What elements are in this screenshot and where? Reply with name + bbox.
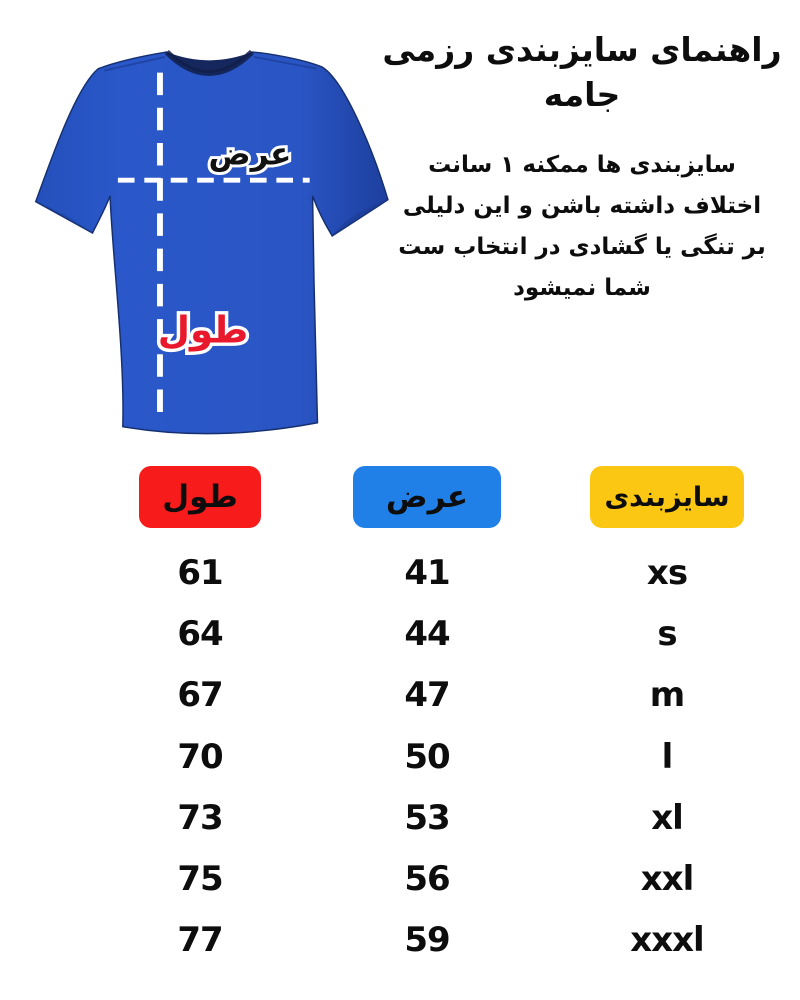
length-value: 67	[177, 675, 223, 716]
length-value: 75	[177, 859, 223, 900]
length-label: طول	[158, 308, 249, 352]
length-column: طول 61 64 67 70 73 75 77	[120, 466, 280, 971]
collar-band	[164, 49, 254, 76]
width-label: عرض	[209, 137, 292, 173]
tshirt-graphic: عرض طول	[34, 49, 389, 435]
width-column-header: عرض	[353, 466, 501, 528]
length-value: 70	[177, 736, 223, 777]
size-value: xxxl	[630, 920, 704, 961]
subtitle-line-1: سایزبندی ها ممکنه ۱ سانت	[428, 152, 736, 179]
page-title: راهنمای سایزبندی رزمی جامه	[382, 30, 782, 114]
width-value: 41	[404, 552, 450, 593]
width-column: عرض 41 44 47 50 53 56 59	[347, 466, 507, 971]
width-value: 56	[404, 859, 450, 900]
size-value: l	[661, 736, 674, 777]
size-value: s	[657, 613, 677, 654]
width-value: 47	[404, 675, 450, 716]
size-value: xs	[646, 552, 688, 593]
size-column: سایزبندی xs s m l xl xxl xxxl	[587, 466, 747, 971]
shoulder-seam-right	[253, 55, 317, 70]
width-value: 59	[404, 920, 450, 961]
size-value: xxl	[640, 859, 695, 900]
shoulder-seam-left	[104, 55, 166, 72]
size-column-header: سایزبندی	[590, 466, 744, 528]
width-value: 44	[404, 613, 450, 654]
length-value: 73	[177, 797, 223, 838]
left-sleeve-shadow	[35, 201, 93, 233]
length-value: 64	[177, 613, 223, 654]
width-value: 53	[404, 797, 450, 838]
tshirt-diagram: عرض طول	[8, 8, 400, 458]
length-column-header: طول	[139, 466, 261, 528]
length-value: 77	[177, 920, 223, 961]
size-value: xl	[651, 797, 684, 838]
header: راهنمای سایزبندی رزمی جامه سایزبندی ها م…	[372, 28, 792, 309]
subtitle-line-3: بر تنگی یا گشادی در انتخاب ست شما نمیشود	[398, 234, 766, 302]
tshirt-body	[34, 51, 389, 435]
size-value: m	[649, 675, 685, 716]
subtitle-line-2: اختلاف داشته باشن و این دلیلی	[402, 193, 762, 220]
width-value: 50	[404, 736, 450, 777]
length-value: 61	[177, 552, 223, 593]
